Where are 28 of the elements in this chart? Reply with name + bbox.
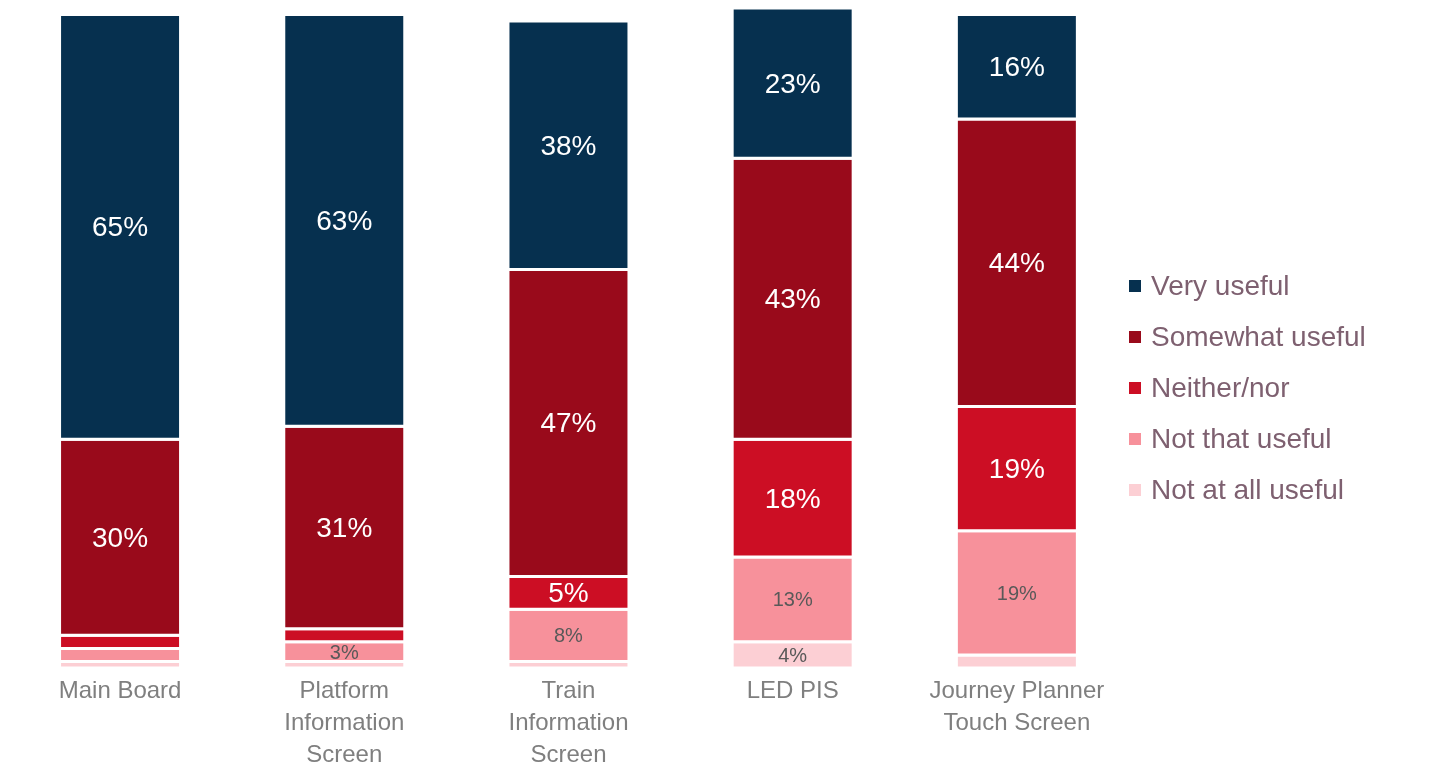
data-label: 30%	[92, 521, 149, 553]
data-label: 23%	[764, 67, 821, 99]
data-label: 3%	[329, 640, 359, 663]
legend-label: Somewhat useful	[1151, 321, 1366, 353]
data-label: 13%	[772, 588, 813, 611]
legend-label: Neither/nor	[1151, 372, 1290, 404]
data-label: 65%	[92, 211, 149, 243]
data-label: 19%	[996, 581, 1038, 604]
data-label: 5%	[548, 577, 589, 609]
x-tick-label: Train Information Screen	[508, 676, 629, 767]
legend-label: Not that useful	[1151, 423, 1332, 455]
data-label: 44%	[988, 247, 1045, 279]
data-label: 43%	[764, 283, 821, 315]
data-label: 19%	[988, 453, 1045, 485]
data-label: 4%	[778, 643, 808, 666]
x-tick-label: Main Board	[58, 676, 182, 703]
data-label: 47%	[540, 407, 597, 439]
x-tick-label: Platform Information Screen	[284, 676, 405, 767]
x-tick-label: LED PIS	[746, 676, 839, 703]
data-label: 16%	[988, 51, 1045, 83]
legend-label: Very useful	[1151, 270, 1290, 302]
data-label: 8%	[554, 624, 584, 647]
x-tick-label: Journey Planner Touch Screen	[929, 676, 1105, 735]
data-label: 18%	[764, 482, 821, 514]
legend-label: Not at all useful	[1151, 474, 1344, 506]
data-label: 38%	[540, 129, 597, 161]
data-label: 63%	[316, 204, 373, 236]
data-label: 31%	[316, 512, 373, 543]
